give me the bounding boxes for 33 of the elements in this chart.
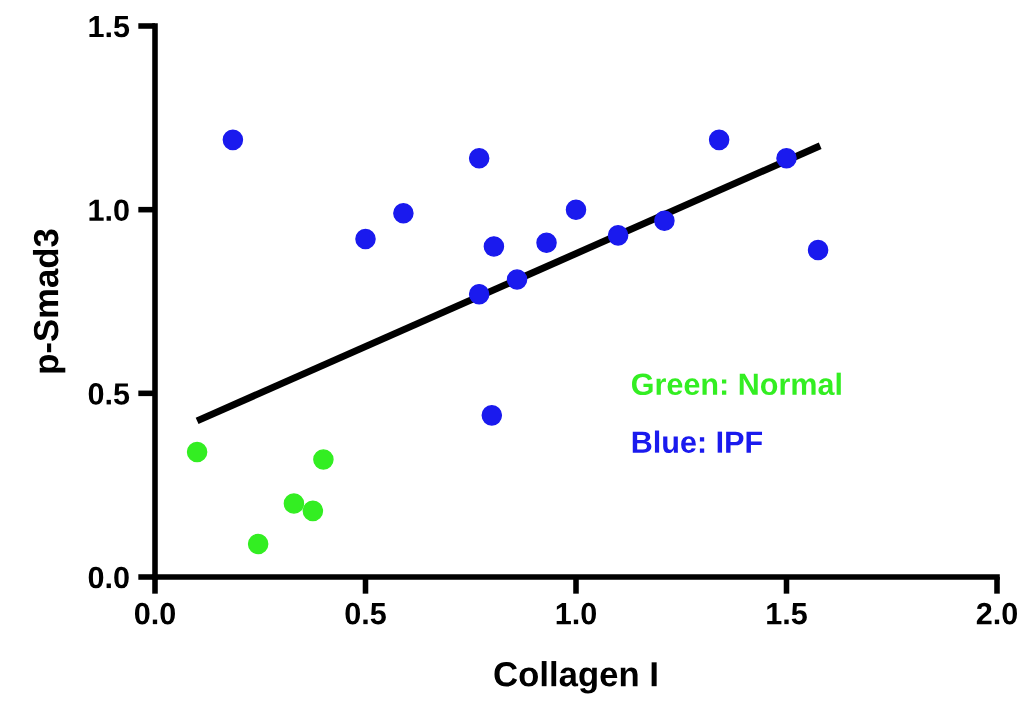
- x-axis-title: Collagen I: [494, 661, 657, 694]
- point: [222, 129, 244, 151]
- x-tick-label: 1.0: [556, 602, 596, 625]
- point: [186, 441, 208, 463]
- x-tick-label: 2.0: [976, 602, 1017, 625]
- text: Green: Normal: [631, 372, 841, 396]
- point: [536, 232, 557, 253]
- point: [565, 199, 587, 220]
- x-tick-label: 0.0: [134, 602, 175, 625]
- x-tick-label: 0.5: [345, 602, 386, 625]
- point: [355, 228, 376, 250]
- point: [468, 147, 490, 169]
- text: Blue: IPF: [632, 430, 763, 453]
- y-axis-title: p-Smad3: [32, 229, 66, 373]
- point: [247, 533, 269, 555]
- y-tick-label: 1.5: [89, 16, 130, 38]
- point: [708, 129, 730, 151]
- point: [776, 147, 797, 169]
- point: [807, 239, 829, 261]
- x-tick-label: 1.5: [767, 603, 807, 625]
- y-tick-label: 0.0: [88, 566, 129, 589]
- point: [283, 493, 305, 514]
- point: [393, 203, 414, 224]
- y-tick-label: 0.5: [88, 383, 130, 405]
- point: [654, 210, 675, 231]
- point: [483, 236, 505, 257]
- point: [302, 500, 324, 522]
- point: [607, 225, 629, 246]
- point: [313, 449, 334, 470]
- point: [481, 405, 503, 426]
- point: [506, 269, 528, 290]
- y-tick-label: 1.0: [89, 199, 129, 222]
- point: [468, 283, 490, 305]
